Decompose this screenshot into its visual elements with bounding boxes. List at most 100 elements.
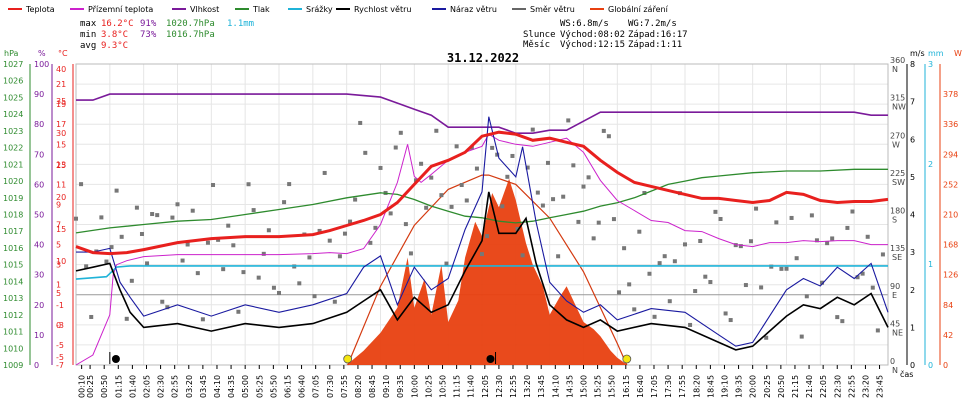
wind-direction-point	[708, 280, 713, 285]
pct-tick-label: 90	[34, 90, 44, 99]
wind-direction-point	[266, 228, 271, 233]
legend-label: Vlhkost	[190, 5, 219, 14]
unit-temp: °C	[58, 49, 68, 58]
mm-tick-label: 0	[928, 361, 933, 370]
series-line-naraz-vetru	[76, 116, 889, 347]
hpa-tick-label: 1020	[3, 177, 23, 186]
wind-direction-point	[789, 215, 794, 220]
x-tick-label: 03:45	[199, 375, 208, 398]
x-tick-label: 13:20	[523, 375, 532, 398]
hpa-tick-label: 1014	[3, 277, 23, 286]
x-tick-label: 05:00	[241, 375, 250, 398]
legend-label: Srážky	[306, 5, 333, 14]
x-tick-label: 16:15	[622, 375, 631, 398]
wind-direction-point	[703, 274, 708, 279]
wind-direction-point	[622, 246, 627, 251]
wind-direction-point	[454, 144, 459, 149]
x-tick-label: 22:30	[833, 375, 842, 398]
x-tick-label: 19:35	[735, 375, 744, 398]
stats-avg-temp: 9.3°C	[101, 41, 128, 51]
wind-direction-point	[114, 188, 119, 193]
x-tick-label: 09:35	[396, 375, 405, 398]
x-tick-label: 20:50	[777, 375, 786, 398]
ms-tick-label: 2	[910, 286, 915, 295]
wind-direction-point	[551, 197, 556, 202]
hpa-tick-label: 1021	[3, 160, 23, 169]
unit-pct: %	[38, 49, 46, 58]
stats-min-label: min	[80, 30, 96, 40]
mm-tick-label: 3	[928, 60, 933, 69]
dir-deg-label: 270	[890, 131, 905, 140]
dir-deg-label: 45	[890, 319, 900, 328]
temp-tick-label: -7	[56, 361, 64, 370]
wind-direction-point	[586, 175, 591, 180]
wind-direction-point	[809, 213, 814, 218]
wind-direction-point	[342, 231, 347, 236]
wind-direction-point	[145, 261, 150, 266]
wind-direction-point	[480, 252, 484, 257]
pct-tick-label: 10	[34, 331, 44, 340]
wind-direction-point	[804, 294, 809, 299]
wind-direction-point	[358, 120, 363, 125]
wind-direction-point	[698, 238, 703, 243]
legend-label: Náraz větru	[450, 5, 497, 14]
hpa-tick-label: 1009	[3, 361, 23, 370]
wind-direction-point	[337, 254, 342, 259]
wind-direction-point	[490, 145, 495, 150]
wind-direction-point	[820, 280, 825, 285]
wind-direction-point	[226, 223, 231, 228]
wind-direction-point	[652, 314, 657, 319]
info-sun-label: Slunce	[523, 30, 556, 40]
temp-tick-label: 7	[56, 221, 61, 230]
w-tick-label: 336	[943, 120, 958, 129]
wind-direction-point	[155, 213, 160, 218]
x-tick-label: 18:45	[706, 375, 715, 398]
w-tick-label: 168	[943, 241, 958, 250]
temp-extra-label: 35	[56, 97, 66, 106]
wind-direction-point	[723, 311, 728, 316]
wind-direction-point	[79, 182, 84, 187]
w-tick-label: 210	[943, 211, 958, 220]
wind-direction-point	[627, 282, 632, 287]
legend: Teplota Přízemní teplota Vlhkost Tlak Srážky…	[8, 5, 669, 14]
x-tick-label: 05:25	[255, 375, 264, 398]
wind-direction-point	[180, 258, 185, 263]
x-tick-label: 16:40	[636, 375, 645, 398]
w-tick-label: 42	[943, 331, 953, 340]
x-tick-label: 17:05	[650, 375, 659, 398]
wind-direction-point	[738, 244, 743, 249]
wind-direction-point	[378, 165, 383, 170]
x-tick-label: 12:05	[481, 375, 490, 398]
x-tick-label: 03:20	[185, 375, 194, 398]
hpa-tick-label: 1027	[3, 60, 23, 69]
wind-direction-point	[632, 307, 637, 312]
unit-ms: m/s	[910, 49, 925, 58]
hpa-tick-label: 1012	[3, 311, 23, 320]
temp-tick-label: 17	[56, 120, 66, 129]
series-line-vlhkost	[76, 93, 888, 134]
wind-direction-point	[74, 216, 78, 221]
x-tick-label: 04:35	[227, 375, 236, 398]
wind-direction-point	[606, 134, 611, 139]
wind-direction-point	[617, 290, 622, 295]
dir-name-label: NE	[892, 328, 903, 337]
x-tick-label: 23:20	[861, 375, 870, 398]
wind-direction-point	[505, 174, 510, 179]
x-tick-label: 00:25	[86, 375, 95, 398]
wind-direction-point	[535, 190, 540, 195]
dir-name-label: SW	[892, 178, 905, 187]
pct-tick-label: 40	[34, 241, 44, 250]
x-tick-label: 02:05	[142, 375, 151, 398]
temp-tick-label: 5	[56, 241, 61, 250]
dir-name-label: NW	[892, 103, 906, 112]
temp-extra-label: 10	[56, 257, 66, 266]
temp-tick-label: 3	[56, 261, 61, 270]
wind-direction-point	[733, 243, 738, 248]
x-tick-label: 02:55	[171, 375, 180, 398]
wind-direction-point	[485, 234, 490, 239]
wind-direction-point	[672, 259, 677, 264]
wind-direction-point	[175, 202, 180, 207]
wind-direction-point	[393, 145, 398, 150]
wind-direction-point	[195, 271, 200, 276]
x-tick-label: 15:25	[594, 375, 603, 398]
